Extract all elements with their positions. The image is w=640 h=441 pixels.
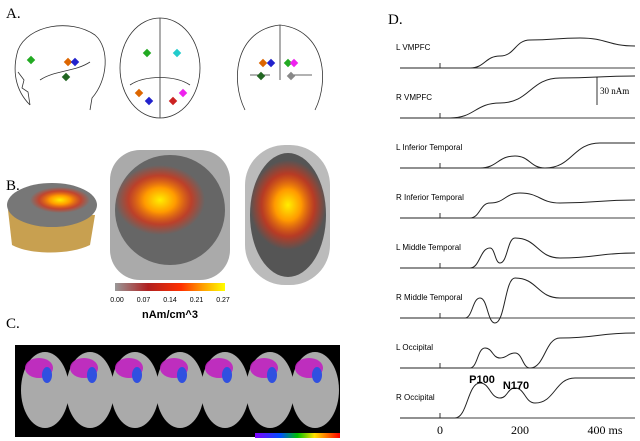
- trace-label: L Occipital: [396, 343, 433, 352]
- activation: [267, 367, 277, 383]
- trace-label: R Middle Temporal: [396, 293, 463, 302]
- activation: [132, 367, 142, 383]
- colorbar-tick-label: 0.00: [110, 297, 124, 304]
- trace-label: L Inferior Temporal: [396, 143, 462, 152]
- x-tick-label: 200: [511, 423, 529, 437]
- panel-label: A.: [6, 6, 21, 22]
- waveform: [400, 377, 635, 419]
- activation: [87, 367, 97, 383]
- x-tick-label: 0: [437, 423, 443, 437]
- x-tick-label: 400 ms: [587, 423, 622, 437]
- trace-label: L Middle Temporal: [396, 243, 461, 252]
- colorbar-tick-label: 0.07: [137, 297, 151, 304]
- brain-slices: [15, 345, 340, 438]
- colorbar-tick-label: 0.21: [190, 297, 204, 304]
- trace-label: L VMPFC: [396, 43, 431, 52]
- trace-label: R VMPFC: [396, 93, 432, 102]
- waveform: [400, 75, 636, 119]
- peak-label: N170: [503, 380, 529, 392]
- waveforms: L VMPFC R VMPFC L Inferior Temporal R Infer…: [396, 37, 636, 419]
- trace-label: R Inferior Temporal: [396, 193, 464, 202]
- scale-label: 30 nAm: [600, 86, 629, 96]
- panel-label: D.: [388, 12, 403, 28]
- panel-label: C.: [6, 316, 20, 332]
- colorbar-tick-label: 0.14: [163, 297, 177, 304]
- trace-label: R Occipital: [396, 393, 435, 402]
- waveform: [400, 142, 635, 169]
- peak-label: P100: [469, 374, 495, 386]
- waveform: [400, 37, 636, 69]
- brain-images: [7, 145, 330, 291]
- activation: [312, 367, 322, 383]
- waveform: [400, 332, 636, 369]
- activation: [222, 367, 232, 383]
- waveform: [400, 192, 636, 219]
- head-diagrams: [14, 17, 323, 119]
- activation: [42, 367, 52, 383]
- colorbar-unit: nAm/cm^3: [142, 309, 198, 321]
- waveform: [400, 237, 636, 269]
- colorbar-ticks: 0.00 0.07 0.14 0.21 0.27: [110, 297, 230, 304]
- waveform: [400, 277, 635, 324]
- colorbar-tick-label: 0.27: [216, 297, 230, 304]
- activation: [177, 367, 187, 383]
- panel-label: B.: [6, 178, 20, 194]
